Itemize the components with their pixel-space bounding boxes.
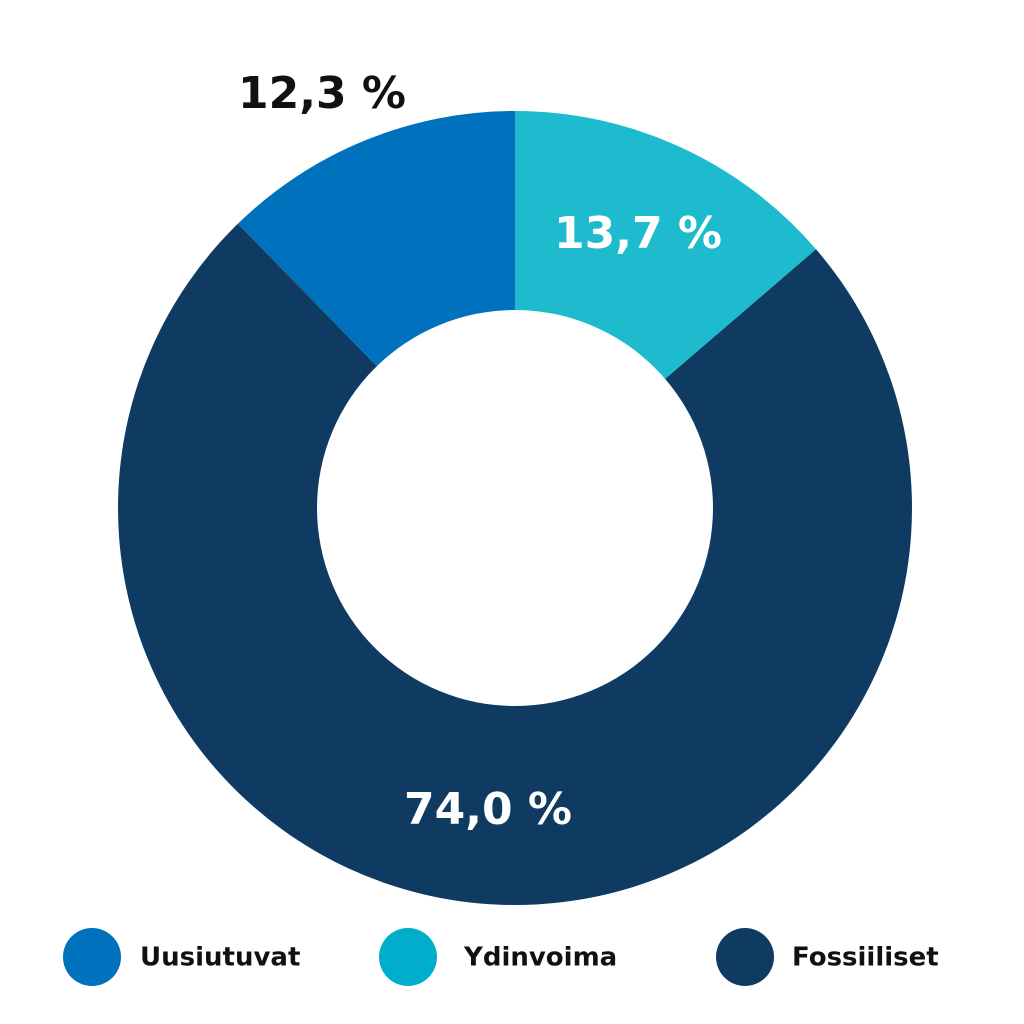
legend-item-fossiiliset: Fossiiliset: [716, 928, 939, 986]
legend-label: Ydinvoima: [463, 943, 617, 973]
legend-swatch: [379, 928, 437, 986]
data-label-uusiutuvat: 12,3 %: [238, 68, 406, 119]
data-labels-layer: 12,3 % 13,7 % 74,0 %: [238, 68, 722, 835]
donut-hole: [317, 310, 713, 706]
data-label-fossiiliset: 74,0 %: [404, 784, 572, 835]
legend-label: Uusiutuvat: [140, 943, 300, 973]
legend-item-ydinvoima: Ydinvoima: [379, 928, 617, 986]
legend-label: Fossiiliset: [792, 943, 939, 973]
data-label-ydinvoima: 13,7 %: [554, 208, 722, 259]
legend-swatch: [716, 928, 774, 986]
legend: Uusiutuvat Ydinvoima Fossiiliset: [63, 928, 939, 986]
legend-swatch: [63, 928, 121, 986]
legend-item-uusiutuvat: Uusiutuvat: [63, 928, 300, 986]
